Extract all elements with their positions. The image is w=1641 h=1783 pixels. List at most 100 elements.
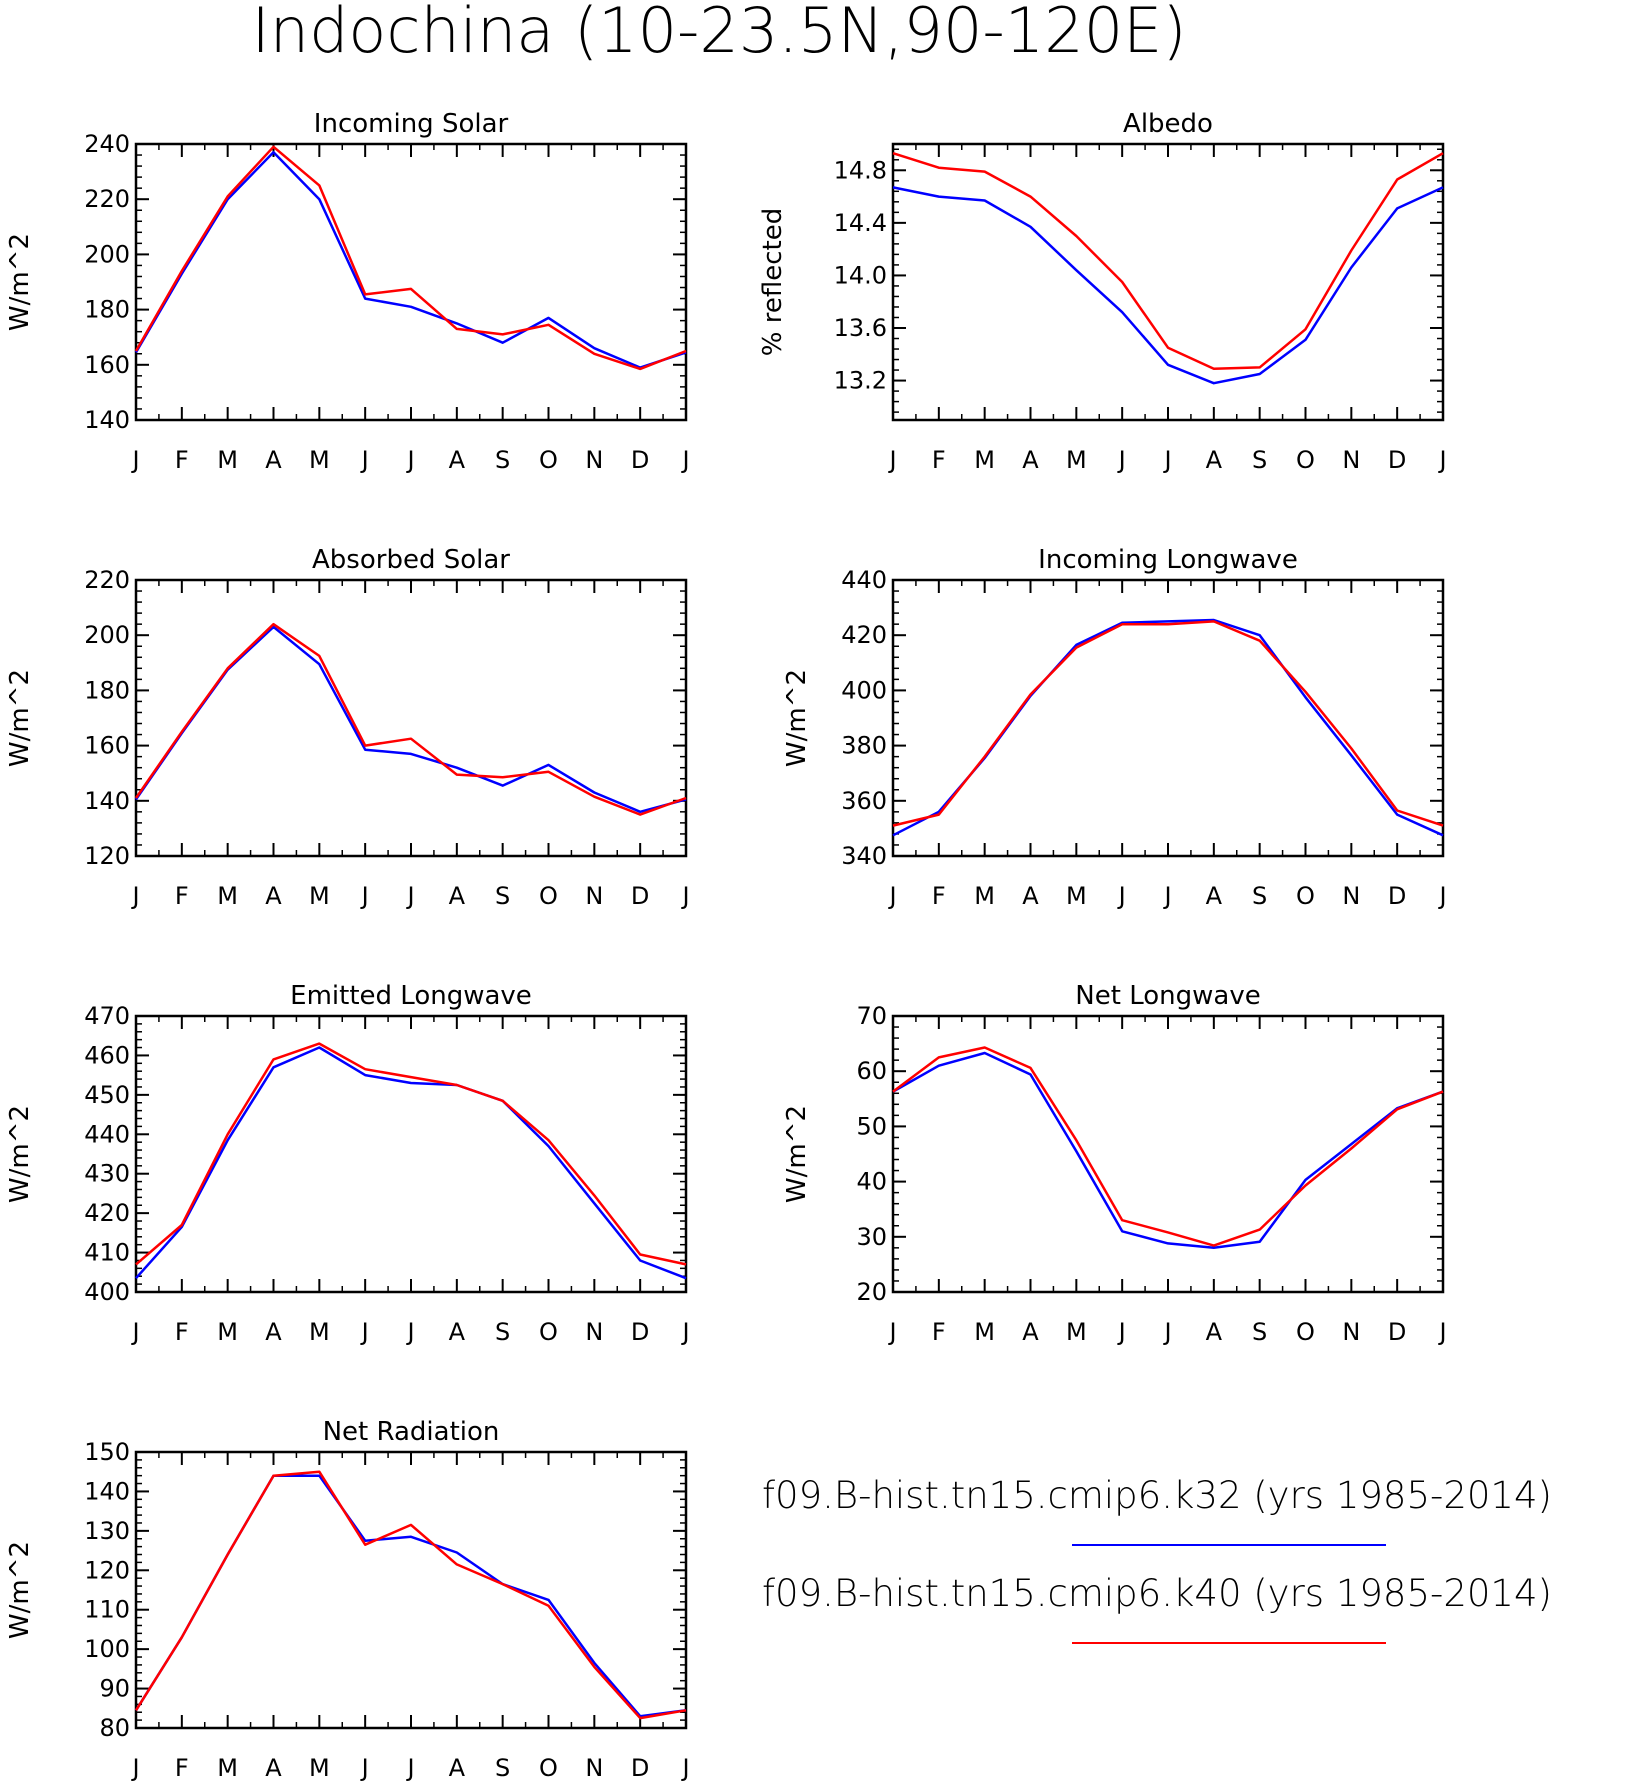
x-tick-label: J: [1162, 1318, 1171, 1346]
x-tick-label: O: [1296, 1318, 1315, 1346]
x-tick-label: A: [1022, 882, 1039, 910]
x-tick-label: M: [309, 446, 330, 474]
x-tick-label: S: [1252, 882, 1267, 910]
y-tick-label: 30: [856, 1223, 887, 1251]
x-tick-label: A: [449, 882, 466, 910]
x-tick-label: N: [585, 882, 603, 910]
x-tick-label: S: [495, 1318, 510, 1346]
x-tick-label: J: [1117, 882, 1126, 910]
x-tick-label: F: [175, 882, 189, 910]
panel-title: Net Longwave: [1075, 981, 1260, 1011]
plot-frame: [134, 142, 688, 422]
x-tick-label: J: [1437, 882, 1446, 910]
x-tick-label: F: [932, 882, 946, 910]
x-tick-label: M: [1066, 882, 1087, 910]
x-tick-label: N: [585, 1754, 603, 1782]
x-tick-label: M: [974, 1318, 995, 1346]
x-tick-label: J: [405, 446, 414, 474]
x-tick-label: O: [539, 1754, 558, 1782]
x-tick-label: J: [360, 446, 369, 474]
x-tick-label: A: [449, 446, 466, 474]
x-tick-label: S: [1252, 446, 1267, 474]
x-tick-label: M: [217, 1754, 238, 1782]
x-tick-label: D: [1388, 1318, 1406, 1346]
y-tick-label: 60: [856, 1057, 887, 1085]
x-tick-label: M: [974, 882, 995, 910]
y-tick-label: 120: [84, 1556, 130, 1584]
x-tick-label: F: [175, 1318, 189, 1346]
x-tick-label: J: [1162, 446, 1171, 474]
x-tick-label: J: [680, 1754, 689, 1782]
y-tick-label: 220: [84, 566, 130, 594]
x-tick-label: S: [495, 446, 510, 474]
y-tick-label: 120: [84, 842, 130, 870]
x-tick-label: J: [680, 446, 689, 474]
y-tick-label: 140: [84, 406, 130, 434]
x-tick-label: N: [585, 446, 603, 474]
x-tick-label: D: [1388, 446, 1406, 474]
y-tick-label: 380: [841, 732, 887, 760]
y-tick-label: 450: [84, 1081, 130, 1109]
x-tick-label: J: [680, 882, 689, 910]
plot-frame: [891, 142, 1445, 422]
panel-title: Emitted Longwave: [290, 981, 532, 1011]
series-line-blue: [892, 1051, 1444, 1250]
x-tick-label: J: [680, 1318, 689, 1346]
x-tick-label: M: [217, 882, 238, 910]
y-tick-label: 13.2: [834, 367, 887, 395]
x-tick-label: O: [1296, 882, 1315, 910]
x-tick-label: A: [1022, 1318, 1039, 1346]
series-line-blue: [134, 1474, 687, 1718]
y-tick-label: 70: [856, 1002, 887, 1030]
x-tick-label: A: [449, 1754, 466, 1782]
series-line-red: [134, 622, 687, 816]
plot-frame: [134, 1450, 688, 1730]
y-tick-label: 360: [841, 787, 887, 815]
series-line-red: [135, 1042, 687, 1266]
x-tick-label: D: [631, 882, 649, 910]
x-tick-label: S: [495, 1754, 510, 1782]
y-axis-label: W/m^2: [5, 233, 35, 331]
y-tick-label: 160: [84, 732, 130, 760]
x-tick-label: N: [1342, 1318, 1360, 1346]
y-tick-label: 400: [84, 1278, 130, 1306]
y-tick-label: 400: [841, 676, 887, 704]
x-tick-label: F: [175, 446, 189, 474]
panel-title: Net Radiation: [323, 1417, 500, 1447]
x-tick-label: J: [1437, 1318, 1446, 1346]
x-tick-label: J: [360, 882, 369, 910]
x-tick-label: J: [130, 1318, 139, 1346]
x-tick-label: O: [539, 446, 558, 474]
y-tick-label: 430: [84, 1160, 130, 1188]
y-tick-label: 20: [856, 1278, 887, 1306]
x-tick-label: S: [1252, 1318, 1267, 1346]
x-tick-label: A: [1206, 1318, 1223, 1346]
y-tick-label: 130: [84, 1517, 130, 1545]
y-tick-label: 410: [84, 1239, 130, 1267]
legend-label-k40: f09.B-hist.tn15.cmip6.k40 (yrs 1985-2014…: [762, 1572, 1552, 1615]
y-tick-label: 110: [84, 1596, 130, 1624]
x-tick-label: J: [1117, 1318, 1126, 1346]
series-line-blue: [134, 151, 687, 369]
x-tick-label: M: [217, 446, 238, 474]
y-tick-label: 470: [84, 1002, 130, 1030]
y-axis-label: W/m^2: [5, 1105, 35, 1203]
x-tick-label: M: [217, 1318, 238, 1346]
y-tick-label: 150: [84, 1438, 130, 1466]
y-tick-label: 420: [84, 1199, 130, 1227]
x-tick-label: J: [887, 1318, 896, 1346]
x-tick-label: A: [265, 1318, 282, 1346]
y-tick-label: 80: [99, 1714, 130, 1742]
y-axis-label: W/m^2: [5, 1541, 35, 1639]
series-line-red: [892, 1046, 1444, 1247]
x-tick-label: A: [1022, 446, 1039, 474]
y-tick-label: 140: [84, 1477, 130, 1505]
y-tick-label: 180: [84, 296, 130, 324]
x-tick-label: M: [309, 1318, 330, 1346]
x-tick-label: N: [585, 1318, 603, 1346]
